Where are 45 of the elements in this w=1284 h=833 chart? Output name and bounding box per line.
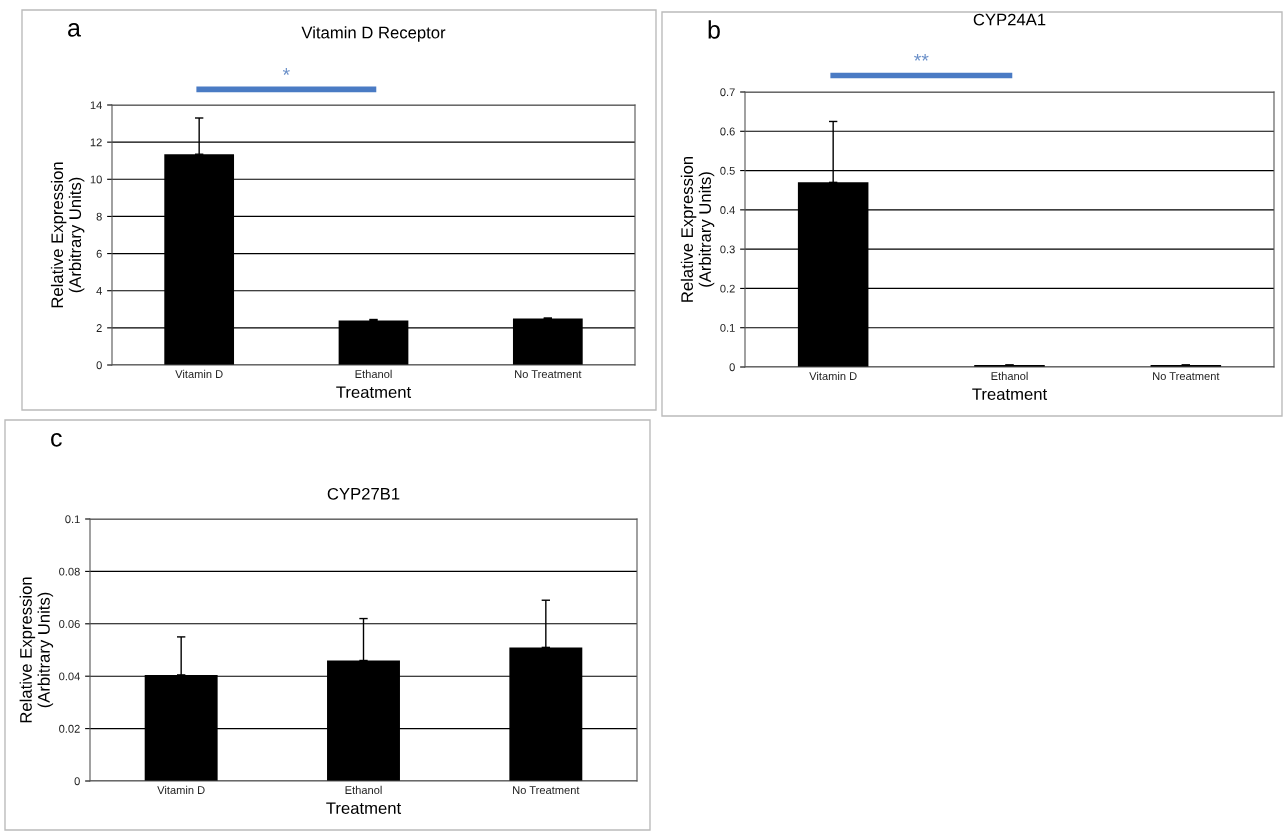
- x-axis-title: Treatment: [336, 386, 412, 399]
- y-tick-label: 0: [74, 777, 80, 786]
- y-tick-label: 0.02: [59, 724, 80, 733]
- chart-title: CYP27B1: [327, 487, 400, 500]
- x-tick-label: Ethanol: [345, 785, 382, 795]
- y-axis-title: Relative Expression (Arbitrary Units): [19, 577, 54, 723]
- y-tick-label: 0.6: [720, 127, 735, 136]
- text: b: [708, 20, 720, 39]
- y-tick-label: 10: [90, 175, 102, 184]
- text: *: [282, 68, 290, 75]
- y-tick-label: 0.3: [720, 245, 735, 254]
- y-tick-label: 0.7: [720, 88, 735, 97]
- y-tick-label: 0.04: [59, 672, 80, 681]
- y-tick-label: 6: [96, 249, 102, 258]
- text: a: [68, 23, 81, 37]
- y-tick-label: 0: [729, 363, 735, 372]
- y-tick-label: 4: [96, 287, 102, 295]
- x-tick-label: Ethanol: [991, 371, 1028, 381]
- x-tick-label: No Treatment: [513, 786, 580, 795]
- x-tick-label: No Treatment: [1153, 372, 1220, 381]
- chart-title: Vitamin D Receptor: [301, 26, 446, 42]
- x-tick-label: Vitamin D: [175, 369, 223, 379]
- y-tick-label: 0.2: [720, 284, 735, 293]
- x-axis-title: Treatment: [326, 802, 402, 815]
- y-tick-label: 0.1: [720, 323, 735, 332]
- y-tick-label: 0: [96, 361, 102, 370]
- x-tick-label: Ethanol: [355, 369, 392, 379]
- text: c: [51, 433, 62, 447]
- x-axis-title: Treatment: [972, 388, 1048, 401]
- y-tick-label: 12: [90, 138, 102, 147]
- y-tick-label: 8: [96, 212, 102, 221]
- y-tick-label: 0.1: [65, 515, 80, 524]
- y-tick-label: 0.06: [59, 620, 80, 628]
- y-tick-label: 0.08: [59, 567, 80, 576]
- y-axis-title: Relative Expression (Arbitrary Units): [50, 162, 85, 308]
- x-tick-label: Vitamin D: [157, 785, 205, 795]
- y-tick-label: 2: [96, 324, 102, 332]
- y-tick-label: 0.5: [720, 166, 735, 175]
- x-tick-label: No Treatment: [515, 370, 582, 379]
- y-axis-title: Relative Expression (Arbitrary Units): [680, 156, 715, 302]
- y-tick-label: 14: [90, 101, 102, 110]
- x-tick-label: Vitamin D: [809, 371, 857, 381]
- y-tick-label: 0.4: [720, 206, 735, 214]
- chart-title: CYP24A1: [973, 13, 1046, 26]
- text: **: [914, 53, 929, 61]
